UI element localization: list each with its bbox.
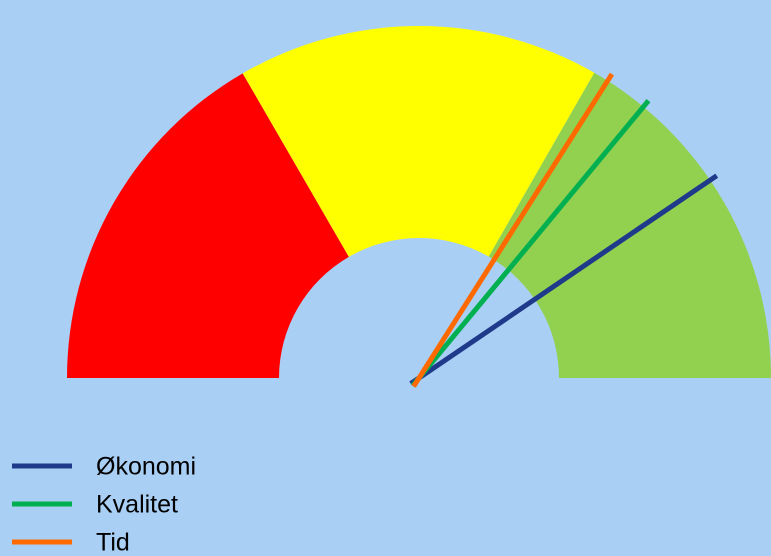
needle [411,72,615,388]
needle [409,173,719,386]
legend-label: Økonomi [96,453,196,481]
gauge-band [488,72,771,379]
legend-label: Kvalitet [96,491,178,519]
gauge-band [242,25,595,257]
needle [410,99,651,388]
legend-label: Tid [96,529,130,556]
gauge-band [67,73,349,378]
